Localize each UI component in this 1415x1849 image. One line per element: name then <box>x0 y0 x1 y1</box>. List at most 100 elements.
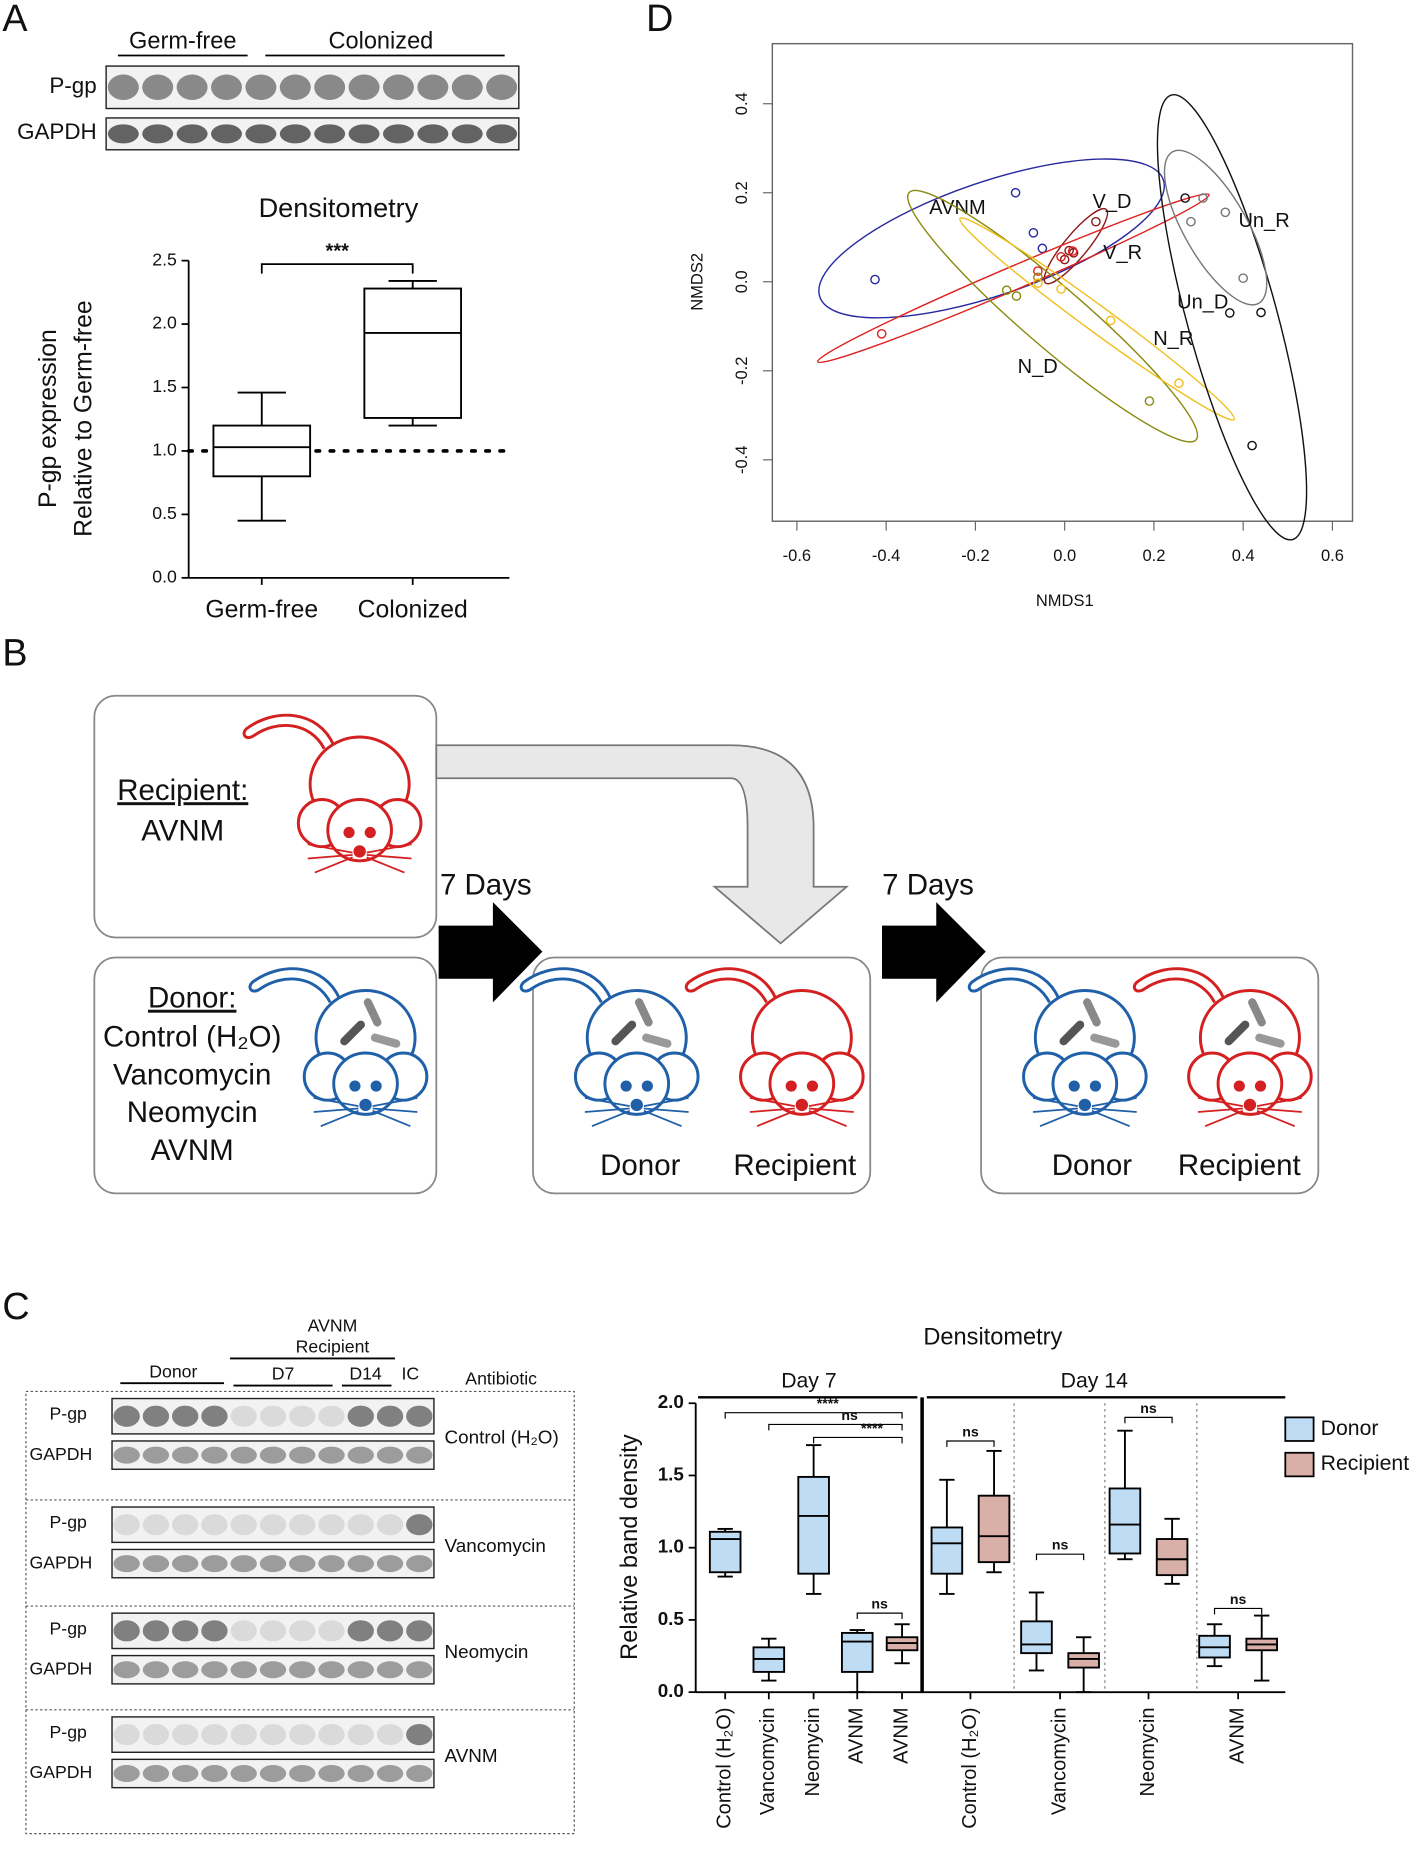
legend-label: Donor <box>1321 1417 1379 1440</box>
blot-band <box>486 74 518 101</box>
blot-band <box>314 124 346 144</box>
blot-band <box>347 1620 374 1642</box>
blot-band <box>176 124 208 144</box>
header: Antibiotic <box>465 1368 537 1388</box>
blot-band <box>347 1765 374 1782</box>
blot-band <box>172 1514 199 1536</box>
mouse-label: Recipient <box>1178 1149 1301 1182</box>
significance-label: *** <box>326 241 350 263</box>
significance-bracket <box>260 263 414 274</box>
group-ellipse <box>907 189 1199 443</box>
group-ellipse <box>1163 149 1268 306</box>
blot-band <box>230 1405 257 1427</box>
donor-item: Control (H₂O) <box>103 1021 281 1054</box>
donor-item: Neomycin <box>127 1096 258 1129</box>
blot-band <box>376 1723 404 1746</box>
section-label: Day 14 <box>1061 1370 1128 1393</box>
blot-band <box>406 1446 433 1464</box>
blot-frame <box>25 1390 575 1835</box>
x-tick-label: Neomycin <box>1137 1707 1159 1796</box>
x-tick-label: 0.6 <box>1321 547 1344 565</box>
y-tick-label: 1.0 <box>152 440 177 460</box>
x-tick-label: Vancomycin <box>757 1707 779 1815</box>
panel-label: B <box>2 632 27 674</box>
y-tick-label: 2.5 <box>152 249 177 269</box>
blot-band <box>230 1723 257 1746</box>
transfer-arrow <box>435 744 850 945</box>
blot-band <box>201 1661 228 1679</box>
header: Recipient <box>296 1336 370 1356</box>
blot-band <box>318 1555 345 1573</box>
x-tick-label: -0.4 <box>872 547 900 565</box>
box <box>1108 1487 1142 1555</box>
blot-band <box>318 1765 345 1782</box>
recipient-heading: Recipient: <box>117 774 248 807</box>
panel-label: A <box>2 0 28 39</box>
blot-band <box>142 1514 170 1536</box>
legend-swatch <box>1284 1451 1315 1478</box>
blot-band <box>230 1661 257 1679</box>
blot-band <box>113 1405 140 1427</box>
x-tick-label: Colonized <box>358 596 468 623</box>
blot-band <box>347 1405 374 1427</box>
blot-band <box>142 1405 170 1427</box>
row-label: P-gp <box>50 1722 88 1742</box>
significance-bracket <box>1124 1416 1173 1424</box>
significance-bracket <box>724 1412 903 1419</box>
blot-band <box>142 1765 170 1782</box>
blot-band <box>382 74 414 101</box>
row-label: GAPDH <box>29 1658 92 1678</box>
interval-label: 7 Days <box>440 869 532 902</box>
interval-label: 7 Days <box>882 869 974 902</box>
blot-band <box>113 1555 140 1573</box>
y-axis-label: Relative to Germ-free <box>70 300 97 537</box>
blot-band <box>201 1723 228 1746</box>
box <box>840 1631 874 1673</box>
blot-band <box>176 74 208 101</box>
y-tick-label: 0.4 <box>733 92 751 115</box>
x-tick-label: AVNM <box>890 1707 912 1763</box>
blot-band <box>113 1620 140 1642</box>
point <box>1247 440 1257 451</box>
blot-band <box>406 1405 433 1427</box>
significance-label: ns <box>871 1596 888 1612</box>
legend-label: Recipient <box>1321 1452 1410 1475</box>
blot-band <box>230 1620 257 1642</box>
x-tick-label: Vancomycin <box>1048 1707 1070 1815</box>
y-tick-label: 0.0 <box>733 270 751 293</box>
significance-bracket <box>946 1440 995 1447</box>
group-label: Un_D <box>1177 291 1228 313</box>
blot-band <box>289 1661 316 1679</box>
blot-band <box>318 1405 345 1427</box>
blot-band <box>318 1514 345 1536</box>
blot-band <box>259 1661 287 1679</box>
group-label: Colonized <box>328 28 433 54</box>
significance-bracket <box>1213 1607 1263 1615</box>
header: Donor <box>149 1361 197 1381</box>
group-ellipse <box>1043 207 1109 285</box>
blot-band <box>201 1555 228 1573</box>
blot-band <box>417 124 449 144</box>
blot-band <box>201 1514 228 1536</box>
blot-band <box>172 1620 199 1642</box>
point <box>1091 216 1101 227</box>
blot-band <box>142 1620 170 1642</box>
point <box>1174 378 1184 389</box>
blot-band <box>107 124 139 144</box>
blot-band <box>113 1765 140 1782</box>
blot-band <box>142 124 174 144</box>
blot-band <box>259 1405 287 1427</box>
point <box>1224 308 1235 318</box>
blot-band <box>201 1765 228 1782</box>
point <box>876 329 887 339</box>
blot-band <box>113 1514 140 1536</box>
point <box>1198 193 1208 203</box>
point <box>1033 272 1043 283</box>
donor-item: Vancomycin <box>113 1058 271 1091</box>
y-tick-label: 2.0 <box>152 313 177 333</box>
point <box>1028 227 1039 238</box>
blot-band <box>347 1446 374 1464</box>
box <box>1067 1652 1100 1669</box>
blot-band <box>279 74 311 101</box>
blot-band <box>142 1723 170 1746</box>
